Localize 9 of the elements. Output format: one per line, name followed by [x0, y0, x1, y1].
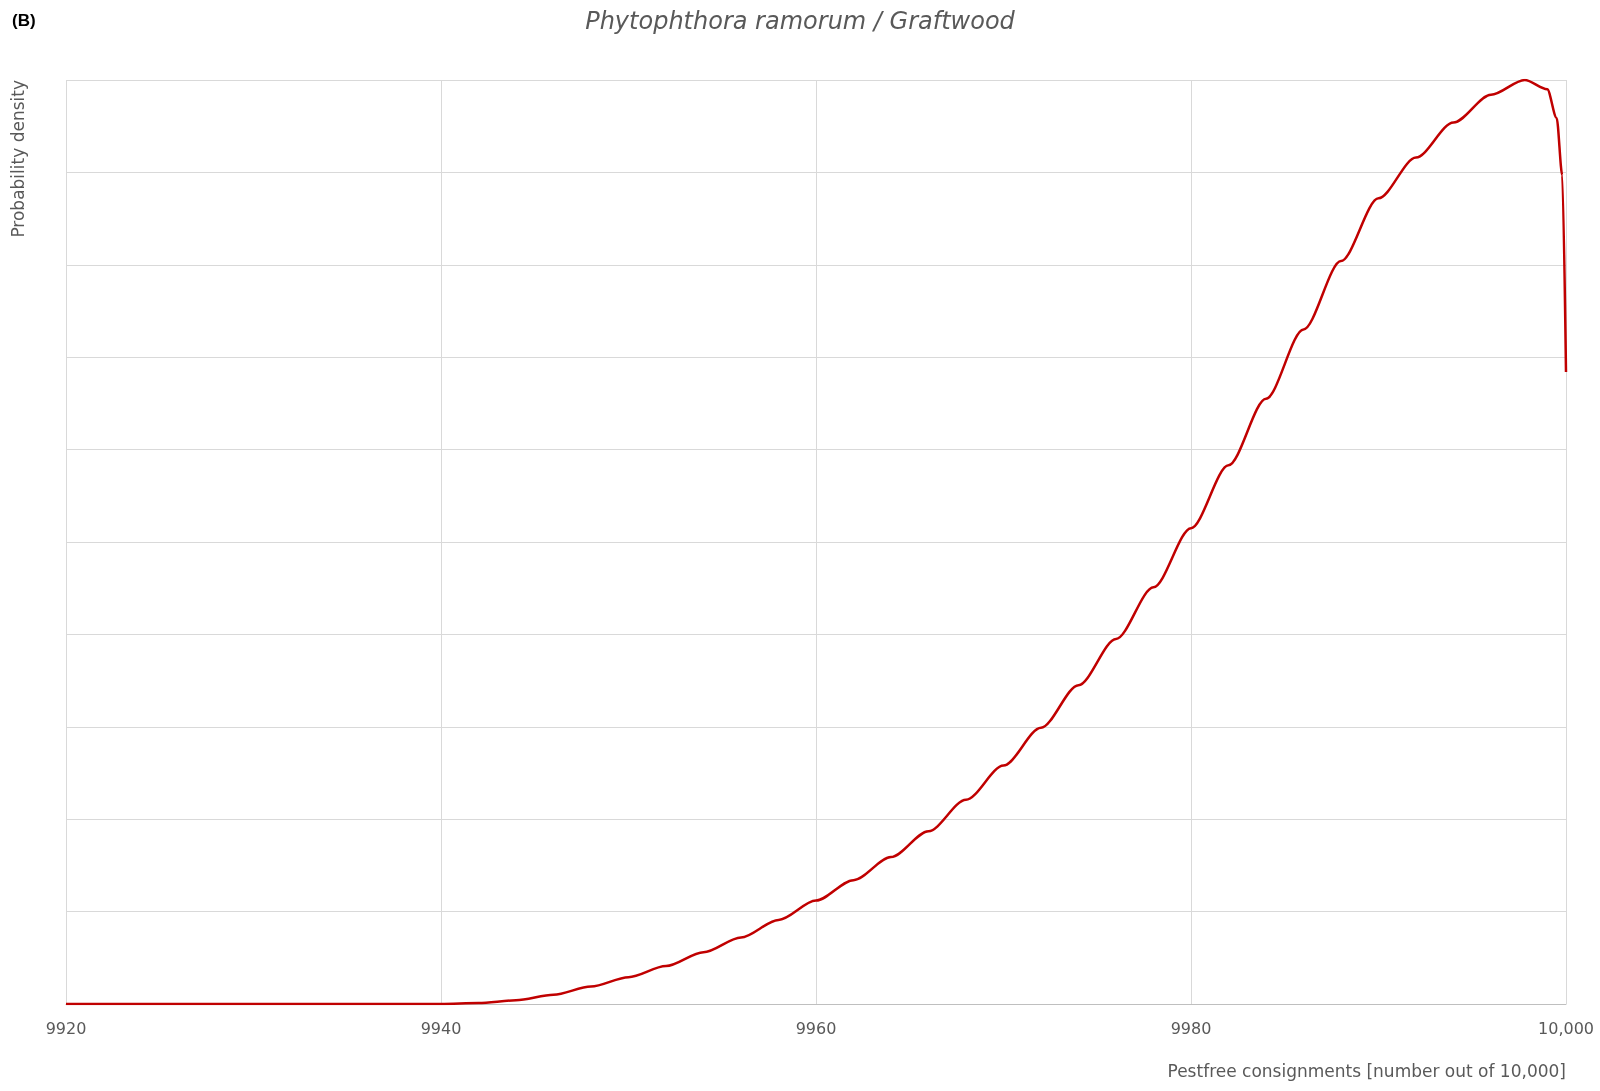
text: (B): [12, 11, 36, 30]
x-tick-label: 9940: [420, 1018, 462, 1038]
x-tick-label: 9980: [1170, 1018, 1212, 1038]
y-axis-title: Probability density: [7, 80, 28, 238]
x-tick-label: 10,000: [1538, 1018, 1594, 1038]
chart-title: Phytophthora ramorum / Graftwood: [585, 7, 1016, 35]
x-tick-label: 9960: [795, 1018, 837, 1038]
x-tick-label: 9920: [45, 1018, 87, 1038]
x-axis-title: Pestfree consignments [number out of 10,000]: [1167, 1060, 1566, 1081]
